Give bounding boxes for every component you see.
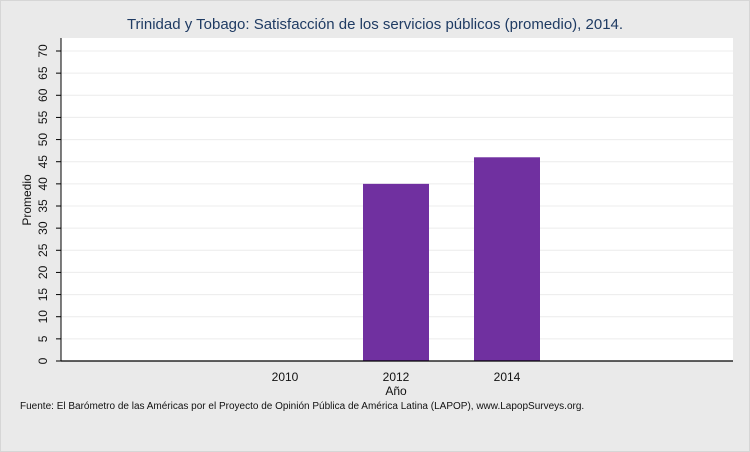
y-tick-label: 50	[36, 133, 50, 147]
y-tick-label: 40	[36, 177, 50, 191]
x-tick-label: 2010	[272, 370, 299, 384]
y-tick-label: 45	[36, 155, 50, 169]
y-tick-label: 0	[36, 357, 50, 364]
y-tick-label: 15	[36, 288, 50, 302]
y-tick-label: 5	[36, 335, 50, 342]
y-tick-label: 55	[36, 110, 50, 124]
y-tick-label: 10	[36, 310, 50, 324]
y-axis-label: Promedio	[20, 174, 34, 226]
source-note: Fuente: El Barómetro de las Américas por…	[20, 401, 585, 412]
y-tick-label: 25	[36, 243, 50, 257]
y-tick-label: 60	[36, 88, 50, 102]
y-tick-label: 20	[36, 265, 50, 279]
y-tick-label: 30	[36, 221, 50, 235]
bar-2014	[474, 157, 540, 361]
x-axis-label: Año	[385, 384, 407, 398]
x-tick-label: 2014	[494, 370, 521, 384]
x-tick-label: 2012	[383, 370, 410, 384]
chart-title: Trinidad y Tobago: Satisfacción de los s…	[126, 16, 624, 33]
y-tick-label: 35	[36, 199, 50, 213]
bar-2012	[363, 183, 429, 361]
y-tick-label: 70	[36, 44, 50, 58]
y-tick-label: 65	[36, 66, 50, 80]
